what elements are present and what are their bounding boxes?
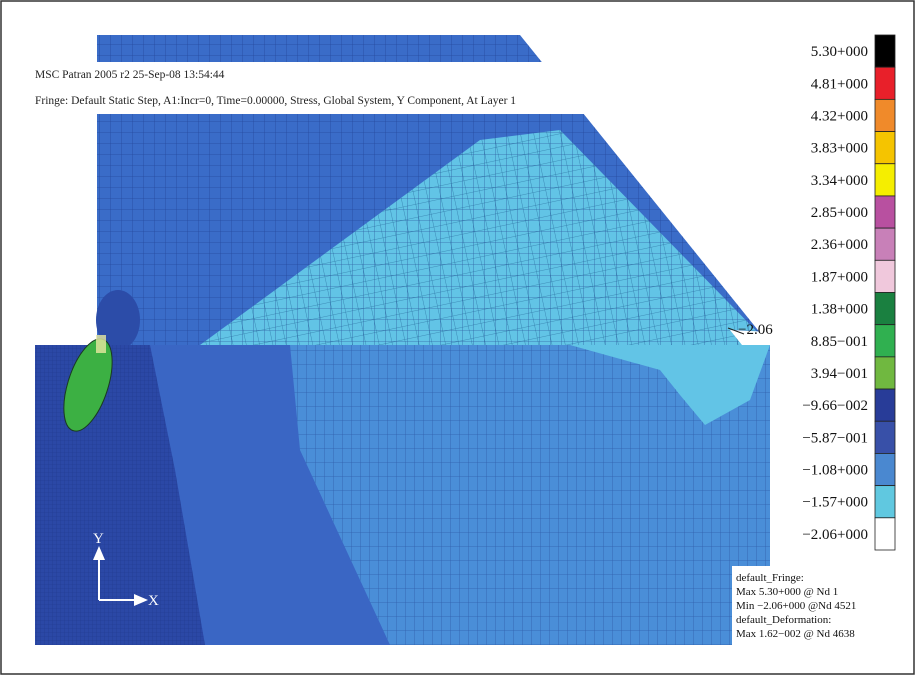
legend-label: 4.32+000 <box>811 108 868 124</box>
axis-triad: Y X <box>93 531 159 609</box>
header-line: MSC Patran 2005 r2 25-Sep-08 13:54:44 <box>35 69 225 81</box>
info-line: Max 5.30+000 @ Nd 1 <box>736 586 838 598</box>
legend-label: 2.36+000 <box>811 237 868 253</box>
legend-swatch <box>874 131 896 165</box>
legend-label: 1.87+000 <box>811 269 868 285</box>
legend-swatch <box>874 388 896 422</box>
axis-label: Y <box>93 531 104 547</box>
legend-label: 1.38+000 <box>811 302 868 318</box>
legend-label: 4.81+000 <box>811 76 868 92</box>
legend-swatch <box>874 485 896 519</box>
mesh-lower <box>35 335 770 645</box>
legend-swatch <box>874 292 896 326</box>
legend-label: 3.34+000 <box>811 173 868 189</box>
legend-swatch <box>874 34 896 68</box>
legend-swatch <box>874 324 896 358</box>
legend-swatch <box>874 453 896 487</box>
legend-swatch <box>874 517 896 551</box>
info-line: Max 1.62−002 @ Nd 4638 <box>736 628 855 640</box>
info-bg <box>732 566 870 648</box>
header-line: Fringe: Default Static Step, A1:Incr=0, … <box>35 95 516 107</box>
legend-label: 3.83+000 <box>811 141 868 157</box>
legend-swatch <box>874 163 896 197</box>
annotation-leader <box>727 327 745 335</box>
legend-label: −2.06+000 <box>802 527 868 543</box>
annotation: −2.06 <box>738 322 773 338</box>
info-line: Min −2.06+000 @Nd 4521 <box>736 600 856 612</box>
info-line: default_Fringe: <box>736 572 804 584</box>
axis-label: X <box>148 593 159 609</box>
legend-label: 5.30+000 <box>811 44 868 60</box>
legend-swatch <box>874 259 896 293</box>
legend-label: −1.57+000 <box>802 495 868 511</box>
legend-swatch <box>874 420 896 454</box>
legend-label: 2.85+000 <box>811 205 868 221</box>
info-box: default_Fringe: Max 5.30+000 @ Nd 1 Min −2… <box>736 572 856 640</box>
legend-swatch <box>874 195 896 229</box>
legend-swatch <box>874 356 896 390</box>
legend-label: −1.08+000 <box>802 463 868 479</box>
legend-label: 3.94−001 <box>811 366 868 382</box>
legend: 5.30+000 4.81+000 4.32+000 3.83+000 3.34+000… <box>802 34 896 551</box>
info-line: default_Deformation: <box>736 614 831 626</box>
legend-swatch <box>874 227 896 261</box>
legend-swatch <box>874 98 896 132</box>
header-bg <box>35 62 600 114</box>
legend-label: −9.66−002 <box>802 398 868 414</box>
legend-label: −5.87−001 <box>802 430 868 446</box>
legend-label: 8.85−001 <box>811 334 868 350</box>
legend-swatch <box>874 66 896 100</box>
